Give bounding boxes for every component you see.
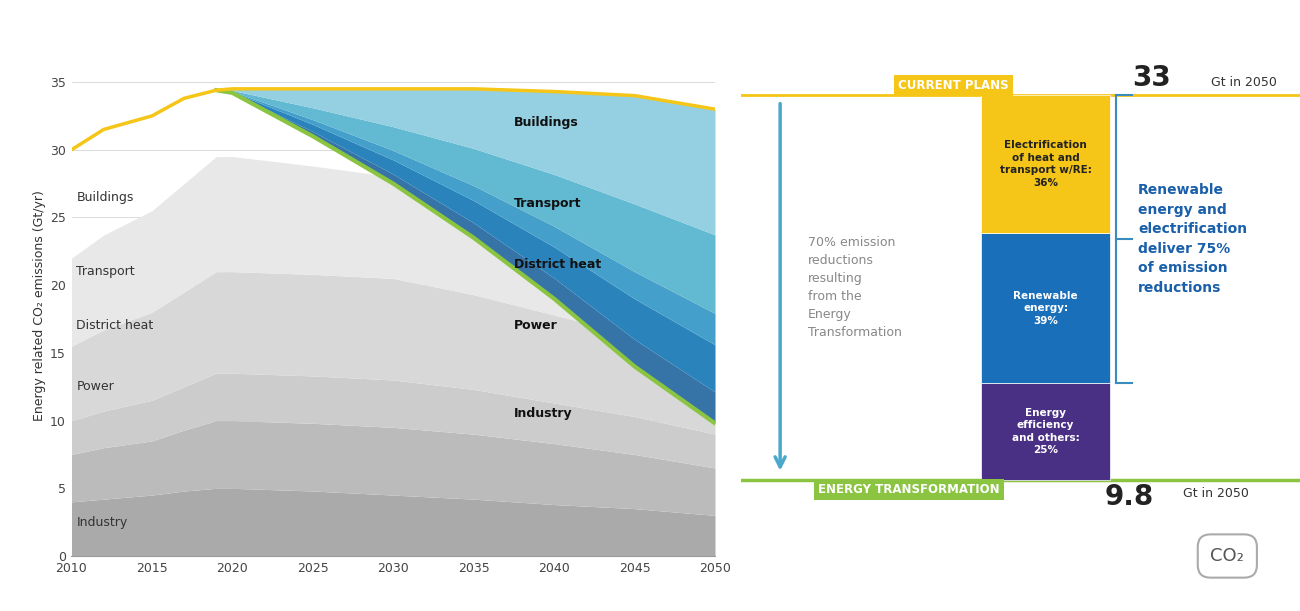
Text: Buildings: Buildings (77, 191, 134, 203)
Text: Energy
efficiency
and others:
25%: Energy efficiency and others: 25% (1011, 408, 1079, 455)
Text: 9.8: 9.8 (1104, 483, 1153, 511)
Text: CO₂: CO₂ (1210, 547, 1244, 565)
Text: Power: Power (514, 320, 558, 332)
Text: Gt in 2050: Gt in 2050 (1210, 76, 1277, 89)
Text: Renewable
energy:
39%: Renewable energy: 39% (1013, 291, 1078, 326)
Text: Gt in 2050: Gt in 2050 (1183, 487, 1248, 500)
Bar (982, 95, 1110, 233)
Text: Power: Power (77, 380, 114, 393)
Text: Electrification
of heat and
transport w/RE:
36%: Electrification of heat and transport w/… (1000, 141, 1092, 188)
Text: Transport: Transport (77, 265, 135, 278)
Text: ENERGY TRANSFORMATION: ENERGY TRANSFORMATION (818, 483, 1000, 496)
Text: CURRENT PLANS: CURRENT PLANS (898, 79, 1009, 92)
Text: District heat: District heat (77, 320, 153, 332)
Bar (982, 384, 1110, 480)
Text: Buildings: Buildings (514, 116, 578, 129)
Text: Industry: Industry (77, 516, 127, 529)
Text: District heat: District heat (514, 258, 601, 271)
Text: Renewable
energy and
electrification
deliver 75%
of emission
reductions: Renewable energy and electrification del… (1138, 183, 1247, 295)
Bar (982, 233, 1110, 384)
Text: 70% emission
reductions
resulting
from the
Energy
Transformation: 70% emission reductions resulting from t… (809, 236, 902, 338)
Y-axis label: Energy related CO₂ emissions (Gt/yr): Energy related CO₂ emissions (Gt/yr) (32, 190, 46, 421)
Text: 33: 33 (1132, 64, 1171, 92)
Text: Transport: Transport (514, 197, 581, 210)
Text: Industry: Industry (514, 408, 572, 420)
